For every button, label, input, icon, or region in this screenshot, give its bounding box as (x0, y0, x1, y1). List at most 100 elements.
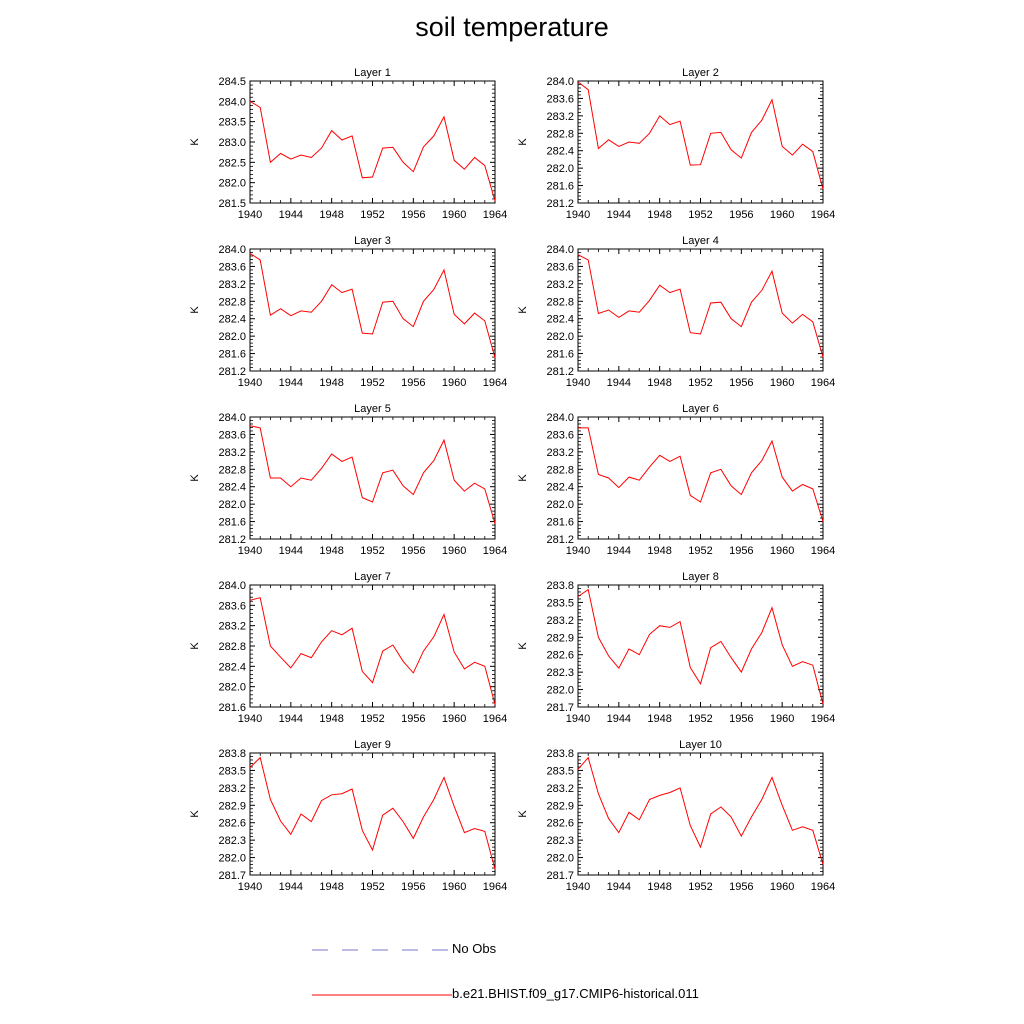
x-tick-label: 1956 (729, 545, 753, 557)
y-tick-label: 282.8 (218, 464, 246, 476)
x-tick-label: 1952 (360, 545, 384, 557)
y-axis-label: K (189, 306, 201, 314)
y-tick-label: 281.6 (218, 517, 246, 529)
y-tick-label: 282.0 (218, 331, 246, 343)
y-tick-label: 282.6 (546, 650, 574, 662)
x-tick-label: 1944 (279, 377, 303, 389)
panel-layer-7: Layer 7 K 1940 1944 1948 1952 1956 1960 1964 281.… (189, 571, 507, 725)
y-tick-label: 282.6 (218, 818, 246, 830)
x-tick-label: 1964 (811, 881, 835, 893)
y-tick-label: 282.4 (546, 314, 574, 326)
y-tick-label: 283.5 (218, 765, 246, 777)
x-tick-label: 1960 (442, 377, 466, 389)
x-tick-label: 1948 (319, 209, 343, 221)
y-tick-label: 284.5 (218, 76, 246, 88)
y-tick-label: 282.4 (218, 314, 246, 326)
plot-frame (577, 416, 824, 540)
panel-layer-5: Layer 5 K 1940 1944 1948 1952 1956 1960 1964 281.… (189, 403, 507, 557)
y-tick-label: 281.2 (218, 534, 246, 546)
y-tick-label: 284.0 (546, 244, 574, 256)
x-tick-label: 1964 (483, 881, 507, 893)
x-tick-label: 1964 (483, 545, 507, 557)
y-tick-label: 281.7 (546, 870, 574, 882)
y-tick-label: 282.3 (218, 835, 246, 847)
series-line-model (249, 252, 496, 359)
y-tick-label: 283.2 (218, 783, 246, 795)
x-tick-label: 1944 (279, 713, 303, 725)
series-line-model (249, 100, 496, 202)
series-line-model (249, 425, 496, 524)
y-tick-label: 283.8 (546, 748, 574, 760)
x-tick-label: 1960 (442, 713, 466, 725)
x-tick-label: 1960 (442, 209, 466, 221)
x-tick-label: 1940 (238, 545, 262, 557)
y-tick-label: 282.3 (546, 667, 574, 679)
y-tick-label: 283.0 (218, 137, 246, 149)
x-tick-label: 1948 (319, 377, 343, 389)
series-line-model (249, 756, 496, 870)
y-tick-label: 283.5 (546, 765, 574, 777)
panel-layer-2: Layer 2 K 1940 1944 1948 1952 1956 1960 1964 281.… (517, 67, 835, 221)
y-axis-label: K (189, 642, 201, 650)
x-tick-label: 1940 (238, 713, 262, 725)
y-tick-label: 283.5 (218, 117, 246, 129)
x-tick-label: 1956 (401, 377, 425, 389)
y-tick-label: 282.0 (546, 163, 574, 175)
y-tick-label: 282.5 (218, 157, 246, 169)
x-tick-label: 1944 (279, 209, 303, 221)
panel-title: Layer 1 (354, 67, 391, 79)
x-tick-label: 1948 (647, 881, 671, 893)
plot-frame (249, 80, 496, 204)
series-line-model (577, 588, 824, 705)
x-tick-label: 1948 (319, 545, 343, 557)
series-line-model (577, 756, 824, 865)
x-tick-label: 1952 (688, 377, 712, 389)
y-tick-label: 283.6 (546, 429, 574, 441)
panel-layer-4: Layer 4 K 1940 1944 1948 1952 1956 1960 1964 281.… (517, 235, 835, 389)
y-tick-label: 283.2 (546, 783, 574, 795)
x-tick-label: 1948 (319, 881, 343, 893)
x-tick-label: 1952 (360, 881, 384, 893)
panel-layer-1: Layer 1 K 1940 1944 1948 1952 1956 1960 1964 281.… (189, 67, 507, 221)
x-tick-label: 1956 (729, 377, 753, 389)
y-tick-label: 282.8 (218, 296, 246, 308)
x-tick-label: 1944 (607, 545, 631, 557)
plot-frame (249, 584, 496, 708)
x-tick-label: 1944 (607, 881, 631, 893)
y-tick-label: 282.0 (218, 682, 246, 694)
x-tick-label: 1944 (607, 713, 631, 725)
chart-title: soil temperature (415, 12, 609, 42)
x-tick-label: 1952 (360, 209, 384, 221)
panel-title: Layer 3 (354, 235, 391, 247)
y-tick-label: 282.6 (546, 818, 574, 830)
x-tick-label: 1960 (770, 209, 794, 221)
y-tick-label: 282.4 (218, 482, 246, 494)
y-tick-label: 281.7 (546, 702, 574, 714)
y-tick-label: 284.0 (546, 76, 574, 88)
plot-frame (577, 584, 824, 708)
x-tick-label: 1956 (729, 209, 753, 221)
y-tick-label: 282.0 (218, 499, 246, 511)
y-tick-label: 281.7 (218, 870, 246, 882)
x-tick-label: 1952 (688, 881, 712, 893)
x-tick-label: 1940 (238, 209, 262, 221)
y-tick-label: 283.2 (218, 447, 246, 459)
series-line-model (577, 81, 824, 190)
y-tick-label: 282.0 (546, 331, 574, 343)
panel-title: Layer 9 (354, 739, 391, 751)
y-tick-label: 283.6 (218, 429, 246, 441)
x-tick-label: 1964 (483, 209, 507, 221)
x-tick-label: 1964 (811, 209, 835, 221)
x-tick-label: 1960 (770, 545, 794, 557)
panel-layer-9: Layer 9 K 1940 1944 1948 1952 1956 1960 1964 281.… (189, 739, 507, 893)
plot-frame (249, 416, 496, 540)
x-tick-label: 1964 (811, 377, 835, 389)
panel-title: Layer 6 (682, 403, 719, 415)
x-tick-label: 1960 (770, 377, 794, 389)
panel-layer-3: Layer 3 K 1940 1944 1948 1952 1956 1960 1964 281.… (189, 235, 507, 389)
plot-frame (249, 752, 496, 876)
y-tick-label: 281.6 (218, 702, 246, 714)
y-tick-label: 283.8 (218, 748, 246, 760)
panel-title: Layer 5 (354, 403, 391, 415)
x-tick-label: 1940 (238, 377, 262, 389)
